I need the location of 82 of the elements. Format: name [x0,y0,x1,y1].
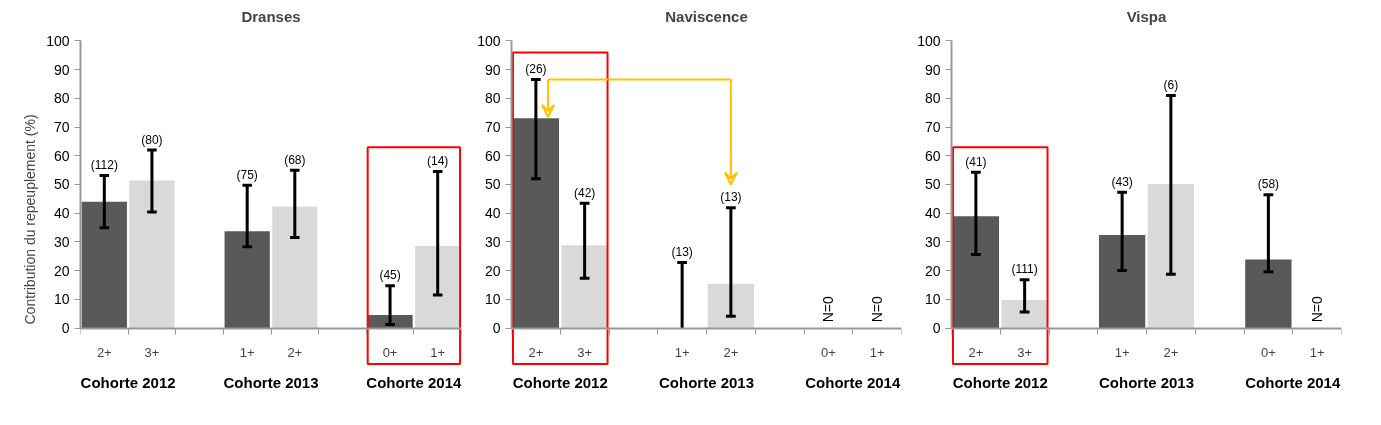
y-tick-label: 100 [46,32,70,49]
annotation: (112) [90,158,118,173]
text: Cohorte 2013 [223,374,319,392]
x-tick-label: 3+ [144,345,160,360]
y-tick-label: 20 [484,262,501,279]
text: Cohorte 2014 [1245,374,1341,392]
x-tick-label: 1+ [1114,345,1130,360]
y-tick-label: 40 [53,205,70,222]
annotation: (68) [284,152,306,167]
text: Cohorte 2013 [658,374,755,392]
text: Cohorte 2014 [366,374,463,392]
y-tick-label: 0 [932,320,941,336]
annotation: (13) [671,245,693,260]
y-axis-title: Contribution du repeuplement (%) [22,114,39,325]
x-tick-label: 3+ [1017,345,1033,360]
annotation: (58) [1257,177,1280,192]
y-tick-label: 70 [53,119,70,136]
chart-title: Dranses [241,7,301,25]
y-tick-label: 70 [484,119,501,136]
annotation: (42) [573,185,596,200]
annotation: (41) [965,154,987,169]
annotation: (80) [141,132,163,147]
y-tick-label: 0 [61,320,70,336]
y-tick-label: 70 [924,119,941,136]
text: Cohorte 2012 [80,374,176,392]
annotation: (75) [236,167,258,182]
x-tick-label: 3+ [577,345,593,360]
annotation: (111) [1011,262,1038,277]
y-tick-label: 90 [924,61,941,78]
x-tick-label: 2+ [528,345,544,360]
y-tick-label: 50 [924,176,941,193]
chart-title: Naviscence [665,7,748,25]
x-tick-label: 1+ [239,345,255,360]
annotation: (6) [1163,78,1179,93]
y-tick-label: 30 [484,233,501,250]
y-tick-label: 80 [924,90,941,107]
y-tick-label: 10 [53,291,70,308]
annotation: (14) [427,154,449,169]
x-tick-label: 2+ [1163,345,1179,360]
y-tick-label: 20 [53,262,70,279]
y-tick-label: 90 [484,61,501,78]
y-tick-label: 10 [924,291,941,308]
annotation: (43) [1111,174,1133,189]
annotation: N=0 [820,295,837,323]
y-tick-label: 40 [484,205,501,222]
y-tick-label: 30 [53,233,70,250]
y-tick-label: 80 [484,90,501,107]
y-tick-label: 40 [924,205,941,222]
x-tick-label: 2+ [968,345,984,360]
y-tick-label: 60 [484,147,501,164]
y-tick-label: 60 [53,147,70,164]
x-tick-label: 1+ [869,345,885,360]
chart-title: Vispa [1126,7,1168,25]
y-tick-label: 50 [53,176,70,193]
y-tick-label: 20 [924,262,941,279]
text: Cohorte 2012 [952,374,1048,392]
y-tick-label: 90 [53,61,70,78]
x-tick-label: 0+ [1260,345,1276,360]
text: Cohorte 2014 [805,374,901,392]
y-tick-label: 50 [484,176,501,193]
annotation: (26) [525,62,547,76]
x-tick-label: 1+ [430,345,446,360]
y-tick-label: 10 [484,291,501,308]
y-tick-label: 30 [924,233,941,250]
annotation: (13) [720,190,742,205]
annotation: N=0 [1309,295,1326,323]
x-tick-label: 2+ [723,345,739,360]
annotation: N=0 [869,295,886,323]
annotation: (45) [379,268,401,283]
x-tick-label: 1+ [1309,345,1325,360]
text: Cohorte 2012 [512,374,608,392]
y-tick-label: 60 [924,147,941,164]
y-tick-label: 80 [53,90,70,107]
x-tick-label: 1+ [674,345,690,360]
x-tick-label: 2+ [96,345,112,360]
y-tick-label: 100 [477,32,501,49]
x-tick-label: 2+ [287,345,303,360]
y-tick-label: 0 [492,320,501,336]
y-tick-label: 100 [917,32,941,49]
text: Cohorte 2013 [1098,374,1195,392]
x-tick-label: 0+ [820,345,836,360]
x-tick-label: 0+ [382,345,398,360]
